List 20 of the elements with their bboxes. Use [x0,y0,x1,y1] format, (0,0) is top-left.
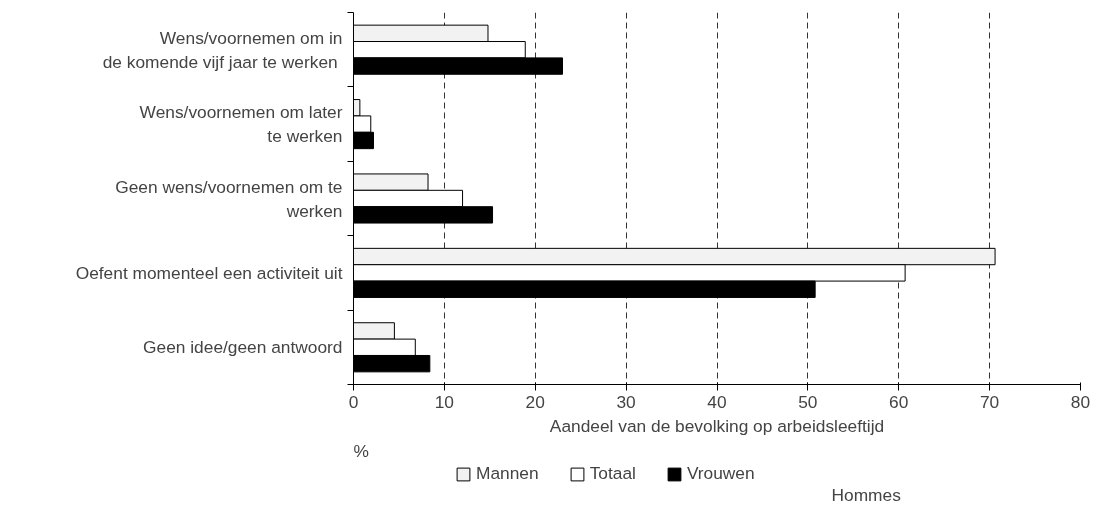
x-tick-label: 10 [434,391,455,412]
text: Hommes [831,484,902,505]
text: % [353,440,369,461]
x-tick-label: 50 [798,391,818,412]
x-tick-label: 40 [707,391,727,412]
y-tick-label: Geen idee/geen antwoord [143,337,343,358]
legend-label: Totaal [589,463,636,484]
legend-label: Mannen [476,463,539,484]
x-axis-title: Aandeel van de bevolking op arbeidsleeftijd [549,415,885,436]
x-tick-label: 30 [616,391,636,412]
x-tick-label: 70 [979,391,1000,412]
x-tick-label: 0 [348,391,359,412]
y-tick-label: Wens/voornemen om later te werken [139,102,343,147]
y-tick-label: Oefent momenteel een activiteit uit [75,262,343,283]
x-tick-label: 80 [1070,391,1091,412]
y-tick-label: Wens/voornemen om in de komende vijf jaar te werken [102,27,343,72]
legend-label: Vrouwen [686,463,755,484]
x-tick-label: 20 [525,391,545,412]
x-tick-label: 60 [889,391,909,412]
y-tick-label: Geen wens/voornemen om te werken [115,176,343,221]
